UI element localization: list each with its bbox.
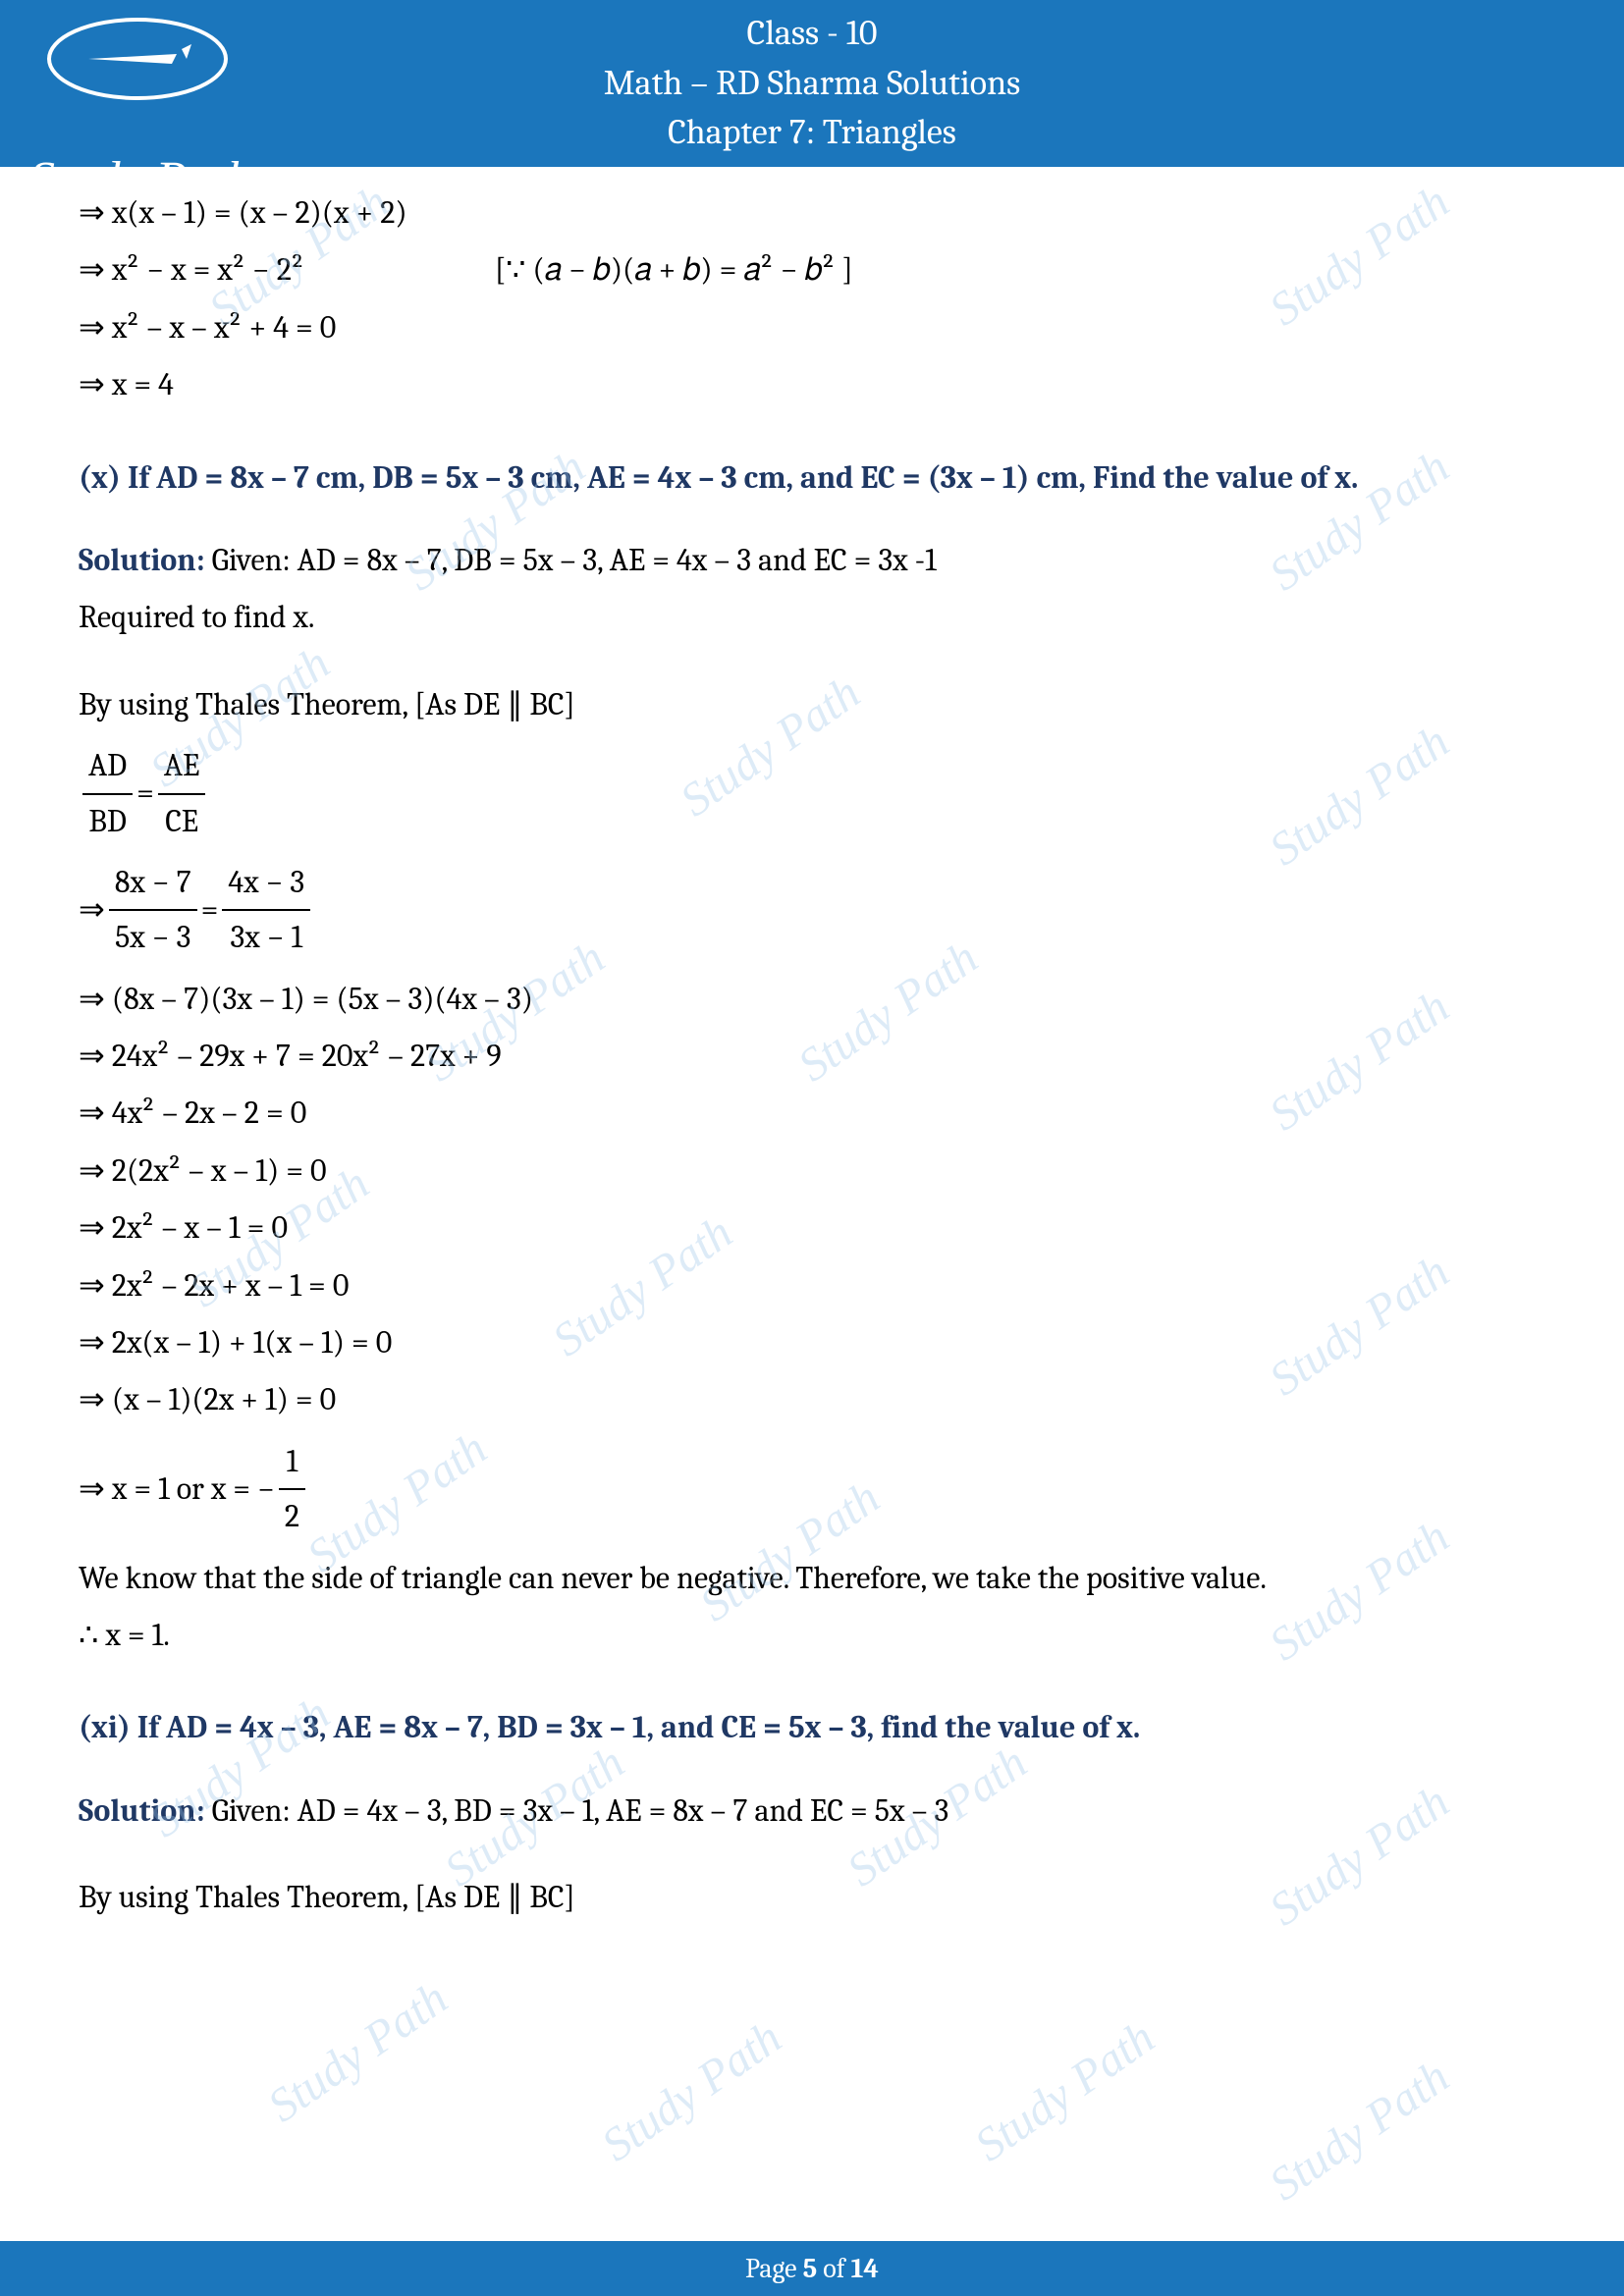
equals: = bbox=[201, 883, 219, 936]
eq-line: ⇒ (x – 1)(2x + 1) = 0 bbox=[79, 1373, 1545, 1426]
eq-line: ⇒ 24x² – 29x + 7 = 20x² – 27x + 9 bbox=[79, 1030, 1545, 1083]
logo-icon bbox=[29, 10, 245, 147]
thales-line: By using Thales Theorem, [As DE ∥ BC] bbox=[79, 678, 1545, 731]
numerator: AD bbox=[82, 739, 133, 794]
eq-text: ⇒ x = 1 or x = − bbox=[79, 1463, 275, 1516]
question-xi: (xi) If AD = 4x – 3, AE = 8x – 7, BD = 3… bbox=[79, 1701, 1545, 1754]
fraction-eq-1: AD BD = AE CE bbox=[79, 739, 1545, 848]
eq-left: ⇒ x² − x = x² − 2² bbox=[79, 251, 304, 288]
equals: = bbox=[136, 767, 154, 820]
conclusion-line: ∴ x = 1. bbox=[79, 1609, 1545, 1662]
denominator: BD bbox=[82, 795, 133, 848]
numerator: 4x − 3 bbox=[222, 856, 310, 911]
numerator: AE bbox=[158, 739, 205, 794]
eq-note: [∵ (𝑎 − 𝑏)(𝑎 + 𝑏) = 𝑎² − 𝑏² ] bbox=[495, 251, 853, 288]
eq-line: ⇒ (8x – 7)(3x – 1) = (5x – 3)(4x – 3) bbox=[79, 973, 1545, 1026]
fraction: 4x − 3 3x − 1 bbox=[222, 856, 310, 965]
thales-line: By using Thales Theorem, [As DE ∥ BC] bbox=[79, 1871, 1545, 1924]
solution-label: Solution: bbox=[79, 1792, 205, 1829]
header-titles: Class - 10 Math – RD Sharma Solutions Ch… bbox=[29, 9, 1595, 157]
fraction: AD BD bbox=[82, 739, 133, 848]
denominator: 3x − 1 bbox=[222, 911, 310, 964]
eq-line: ⇒ 2(2x² – x – 1) = 0 bbox=[79, 1145, 1545, 1198]
subject-line: Math – RD Sharma Solutions bbox=[29, 59, 1595, 108]
conclusion-line: We know that the side of triangle can ne… bbox=[79, 1552, 1545, 1605]
watermark: Study Path bbox=[1253, 2039, 1467, 2222]
eq-line: ⇒ x² − x = x² − 2² [∵ (𝑎 − 𝑏)(𝑎 + 𝑏) = 𝑎… bbox=[79, 243, 1545, 296]
watermark: Study Path bbox=[958, 2000, 1172, 2183]
denominator: CE bbox=[158, 795, 205, 848]
numerator: 1 bbox=[279, 1435, 305, 1490]
page-total: 14 bbox=[851, 2253, 879, 2284]
page-content: Study Path Study Path Study Path Study P… bbox=[0, 167, 1624, 1968]
page-footer: Page 5 of 14 bbox=[0, 2241, 1624, 2296]
eq-line: ⇒ x² – x – x² + 4 = 0 bbox=[79, 301, 1545, 354]
watermark: Study Path bbox=[251, 1960, 465, 2144]
page-number: 5 bbox=[803, 2253, 818, 2284]
eq-line-frac: ⇒ x = 1 or x = − 1 2 bbox=[79, 1435, 1545, 1544]
question-x: (x) If AD = 8x – 7 cm, DB = 5x – 3 cm, A… bbox=[79, 452, 1545, 505]
eq-line: ⇒ 2x² – 2x + x – 1 = 0 bbox=[79, 1259, 1545, 1312]
fraction: 8x − 7 5x − 3 bbox=[109, 856, 197, 965]
fraction: 1 2 bbox=[279, 1435, 305, 1544]
eq-line: ⇒ 2x(x – 1) + 1(x – 1) = 0 bbox=[79, 1316, 1545, 1369]
eq-line: ⇒ 4x² – 2x – 2 = 0 bbox=[79, 1087, 1545, 1140]
given-text: Given: AD = 8x – 7, DB = 5x – 3, AE = 4x… bbox=[205, 542, 937, 578]
page-header: Study Path Class - 10 Math – RD Sharma S… bbox=[0, 0, 1624, 167]
fraction-eq-2: ⇒ 8x − 7 5x − 3 = 4x − 3 3x − 1 bbox=[79, 856, 1545, 965]
given-text: Given: AD = 4x – 3, BD = 3x – 1, AE = 8x… bbox=[205, 1792, 949, 1829]
fraction: AE CE bbox=[158, 739, 205, 848]
required-line: Required to find x. bbox=[79, 591, 1545, 644]
denominator: 2 bbox=[279, 1490, 305, 1543]
eq-line: ⇒ 2x² – x – 1 = 0 bbox=[79, 1201, 1545, 1255]
solution-line: Solution: Given: AD = 4x – 3, BD = 3x – … bbox=[79, 1785, 1545, 1838]
denominator: 5x − 3 bbox=[109, 911, 197, 964]
footer-mid: of bbox=[817, 2253, 851, 2284]
arrow: ⇒ bbox=[79, 883, 105, 936]
solution-line: Solution: Given: AD = 8x – 7, DB = 5x – … bbox=[79, 534, 1545, 587]
watermark: Study Path bbox=[585, 2000, 799, 2183]
eq-line: ⇒ x(x – 1) = (x – 2)(x + 2) bbox=[79, 187, 1545, 240]
footer-prefix: Page bbox=[745, 2253, 803, 2284]
chapter-line: Chapter 7: Triangles bbox=[29, 108, 1595, 157]
eq-line: ⇒ x = 4 bbox=[79, 358, 1545, 411]
numerator: 8x − 7 bbox=[109, 856, 197, 911]
class-line: Class - 10 bbox=[29, 9, 1595, 58]
solution-label: Solution: bbox=[79, 542, 205, 578]
